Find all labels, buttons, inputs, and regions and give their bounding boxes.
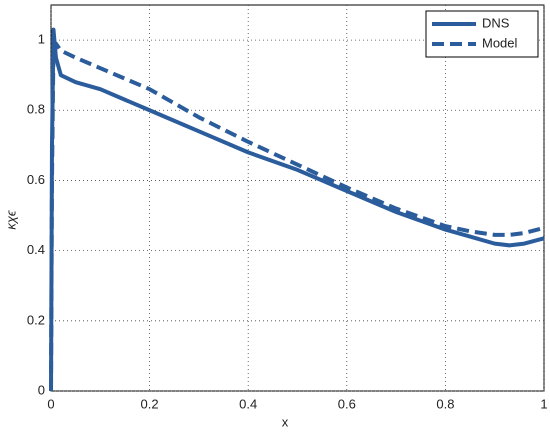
y-tick-label: 1 [38,32,45,47]
x-tick-label: 0.6 [338,396,356,411]
legend-box [425,10,539,58]
legend-label: DNS [482,15,510,30]
y-axis-label: κχϵ [3,210,18,230]
y-tick-label: 0.2 [27,312,45,327]
x-tick-label: 0.4 [239,396,257,411]
x-tick-label: 1 [540,396,547,411]
legend-label: Model [482,35,518,50]
x-tick-label: 0.2 [141,396,159,411]
data-line [49,41,545,392]
x-tick-label: 0.8 [436,396,454,411]
x-axis-label: x [282,414,289,429]
plot-frame [50,4,545,392]
y-tick-label: 0.8 [27,102,45,117]
data-line [49,27,545,392]
y-tick-label: 0 [38,382,45,397]
y-tick-label: 0.6 [27,172,45,187]
y-tick-label: 0.4 [27,242,45,257]
x-tick-label: 0 [47,396,54,411]
